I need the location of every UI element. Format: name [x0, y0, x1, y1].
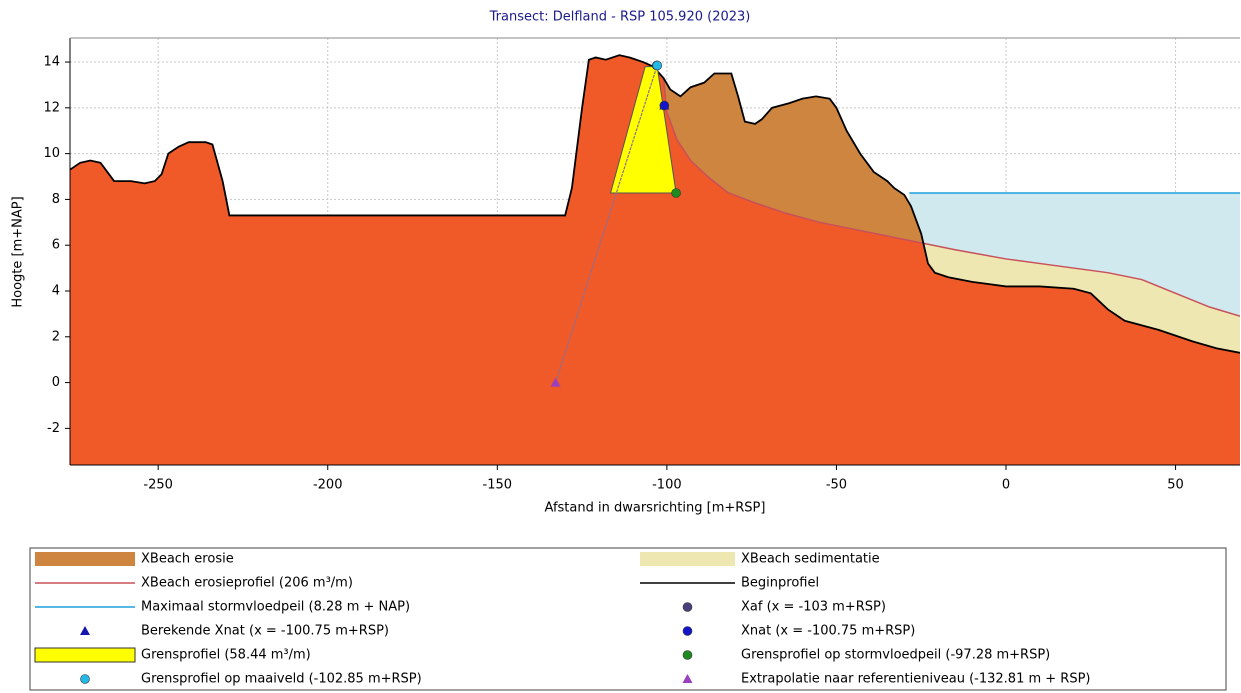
legend-label: Xaf (x = -103 m+RSP) — [741, 600, 886, 615]
legend-swatch — [682, 602, 693, 612]
legend-swatch — [682, 674, 693, 683]
x-tick-label: -200 — [313, 478, 343, 493]
point-marker — [671, 188, 681, 198]
profile-fill — [70, 55, 1240, 465]
y-tick-label: 14 — [43, 55, 60, 70]
x-tick-label: 0 — [1002, 478, 1010, 493]
extrapolation-line — [555, 65, 658, 383]
legend-swatch — [682, 626, 693, 636]
legend-swatch — [682, 650, 693, 660]
axes: -2 0 2 4 6 8 10 12 14 -250 -200 -150 -100 -50 0 50 — [43, 37, 1240, 493]
x-tick-label: -250 — [143, 478, 173, 493]
x-tick-label: -150 — [483, 478, 513, 493]
legend-swatch — [80, 626, 90, 635]
legend-label: Grensprofiel op stormvloedpeil (-97.28 m… — [741, 648, 1050, 663]
legend-label: Grensprofiel (58.44 m³/m) — [141, 648, 311, 663]
x-tick-label: -50 — [826, 478, 847, 493]
y-tick-label: 4 — [52, 283, 60, 298]
plot-area — [70, 54, 1240, 465]
chart-title: Transect: Delfland - RSP 105.920 (2023) — [489, 10, 751, 25]
legend-label: XBeach erosie — [141, 552, 234, 567]
y-tick-label: 0 — [52, 375, 60, 390]
legend-label: Maximaal stormvloedpeil (8.28 m + NAP) — [141, 600, 410, 615]
y-tick-label: -2 — [47, 421, 60, 436]
legend-swatch — [34, 647, 136, 663]
erosion-profile-line — [662, 77, 1240, 317]
x-axis-label: Afstand in dwarsrichting [m+RSP] — [545, 501, 766, 516]
legend-label: Grensprofiel op maaiveld (-102.85 m+RSP) — [141, 672, 422, 687]
legend-swatch — [80, 674, 90, 684]
point-marker — [659, 100, 670, 111]
y-tick-label: 8 — [52, 192, 60, 207]
legend-label: Beginprofiel — [741, 576, 819, 591]
legend-box — [29, 547, 1227, 691]
y-axis-label: Hoogte [m+NAP] — [11, 196, 26, 307]
legend-label: Xnat (x = -100.75 m+RSP) — [741, 624, 915, 639]
y-tick-label: 12 — [43, 100, 60, 115]
legend-label: Berekende Xnat (x = -100.75 m+RSP) — [141, 624, 389, 639]
legend: XBeach erosie XBeach sedimentatie XBeach e… — [34, 552, 1091, 687]
legend-label: XBeach sedimentatie — [741, 552, 880, 567]
y-tick-label: 6 — [52, 238, 60, 253]
legend-swatch — [640, 552, 735, 566]
y-tick-label: 2 — [52, 329, 60, 344]
legend-label: XBeach erosieprofiel (206 m³/m) — [141, 576, 353, 591]
point-marker — [652, 60, 663, 71]
y-tick-label: 10 — [43, 146, 60, 161]
x-tick-label: -100 — [652, 478, 682, 493]
point-marker — [550, 377, 561, 387]
legend-label: Extrapolatie naar referentieniveau (-132… — [741, 672, 1091, 687]
begin-profile-line — [70, 54, 1240, 354]
x-tick-label: 50 — [1167, 478, 1184, 493]
legend-swatch — [35, 552, 135, 566]
